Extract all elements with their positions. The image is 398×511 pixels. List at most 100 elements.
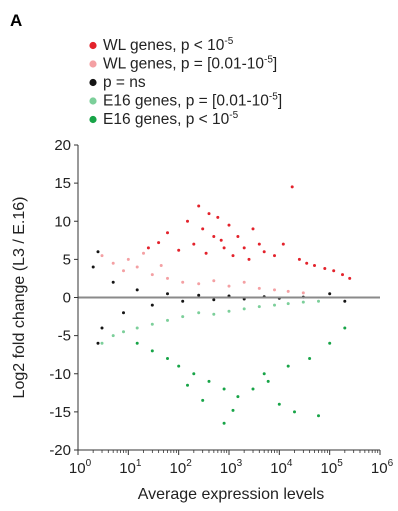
series-1-point (201, 227, 205, 231)
y-tick-label: -20 (49, 442, 71, 459)
legend-marker-3 (89, 78, 97, 87)
panel-label: A (10, 11, 22, 30)
series-5-point (135, 341, 139, 345)
series-1-point (192, 242, 196, 246)
series-1-point (247, 257, 251, 261)
series-5-point (286, 364, 290, 368)
series-2-point (242, 280, 246, 284)
series-5-point (266, 379, 270, 383)
series-2-point (100, 254, 104, 258)
series-5 (135, 326, 347, 425)
series-1-point (166, 231, 169, 235)
series-1-point (257, 242, 261, 246)
series-1-point (341, 273, 344, 277)
series-4-point (227, 309, 231, 313)
series-1-point (290, 185, 294, 189)
series-3-point (181, 299, 185, 303)
series-2-point (286, 289, 290, 293)
legend-label-5: E16 genes, p < 10-5 (103, 110, 239, 128)
series-5-point (207, 379, 211, 383)
series-5-point (343, 326, 347, 330)
series-5-point (308, 357, 312, 360)
series-5-point (222, 421, 226, 425)
x-tick-label: 103 (220, 458, 243, 477)
legend-marker-5 (89, 115, 97, 124)
y-tick-label: 10 (54, 213, 71, 230)
series-2-point (257, 286, 261, 290)
y-tick-label: 20 (54, 137, 71, 154)
series-2-point (122, 269, 125, 273)
y-tick-label: 0 (63, 290, 71, 307)
series-4-point (150, 322, 154, 326)
x-tick-label: 104 (270, 458, 293, 477)
x-axis-ticks: 100 101 102 103 104 105 106 (69, 450, 394, 477)
series-4-point (181, 315, 185, 319)
series-1-point (242, 246, 246, 250)
legend-label-1: WL genes, p < 10-5 (103, 36, 234, 54)
series-2-point (181, 280, 185, 284)
series-5-point (201, 398, 205, 402)
series-3-point (111, 280, 115, 284)
series-1-point (212, 235, 216, 238)
series-5-point (222, 387, 226, 391)
series-4-point (197, 311, 201, 315)
x-tick-label: 106 (371, 458, 394, 477)
series-3-point (197, 293, 201, 297)
series-2-point (111, 261, 115, 265)
series-3-point (135, 288, 139, 292)
series-1-point (157, 241, 161, 245)
legend-marker-4 (89, 97, 97, 105)
series-1-point (273, 254, 276, 258)
series-4-point (317, 299, 320, 303)
series-1-point (177, 248, 181, 252)
series-3-point (91, 265, 95, 269)
series-4-point (301, 300, 305, 304)
series-2-point (197, 282, 201, 286)
series-1-point (348, 276, 352, 280)
series-5-point (192, 372, 196, 376)
series-1-point (204, 251, 208, 255)
series-1-point (222, 246, 226, 250)
series-2-point (227, 284, 231, 288)
legend-label-3: p = ns (103, 74, 146, 91)
series-1-point (231, 254, 235, 258)
series-1 (146, 185, 352, 280)
series-5-point (166, 357, 169, 360)
series-4-point (135, 326, 139, 330)
series-2-point (166, 276, 169, 280)
series-3-point (166, 292, 169, 296)
series-4-point (166, 318, 169, 322)
series-1-point (281, 242, 285, 246)
legend-marker-2 (89, 60, 97, 68)
series-4-point (242, 307, 246, 311)
x-tick-label: 102 (170, 458, 193, 477)
series-4-point (286, 302, 290, 306)
series-2 (100, 251, 305, 295)
series-1-point (197, 204, 201, 208)
series-1-point (216, 215, 220, 219)
series-4-point (273, 303, 276, 307)
series-5-point (177, 364, 181, 368)
x-tick-label: 101 (119, 458, 142, 477)
series-3-point (328, 292, 332, 296)
series-3-point (343, 299, 347, 303)
series-1-point (262, 250, 266, 254)
series-3-point (212, 298, 216, 302)
series-2-point (150, 273, 154, 277)
series-4-point (100, 341, 104, 345)
series-5-point (251, 387, 255, 391)
series-1-point (332, 269, 336, 273)
series-3-point (96, 250, 100, 254)
series-1-point (146, 246, 150, 250)
series-1-point (186, 219, 189, 223)
series-1-point (236, 235, 240, 238)
series-5-point (150, 349, 154, 353)
series-3-point (96, 341, 100, 345)
scatter-points (91, 185, 352, 425)
series-2-point (142, 251, 145, 255)
series-4-point (212, 312, 216, 316)
series-5-point (186, 383, 189, 387)
series-2-point (126, 257, 130, 261)
legend: WL genes, p < 10-5WL genes, p = [0.01-10… (89, 36, 282, 128)
series-2-point (301, 291, 305, 295)
